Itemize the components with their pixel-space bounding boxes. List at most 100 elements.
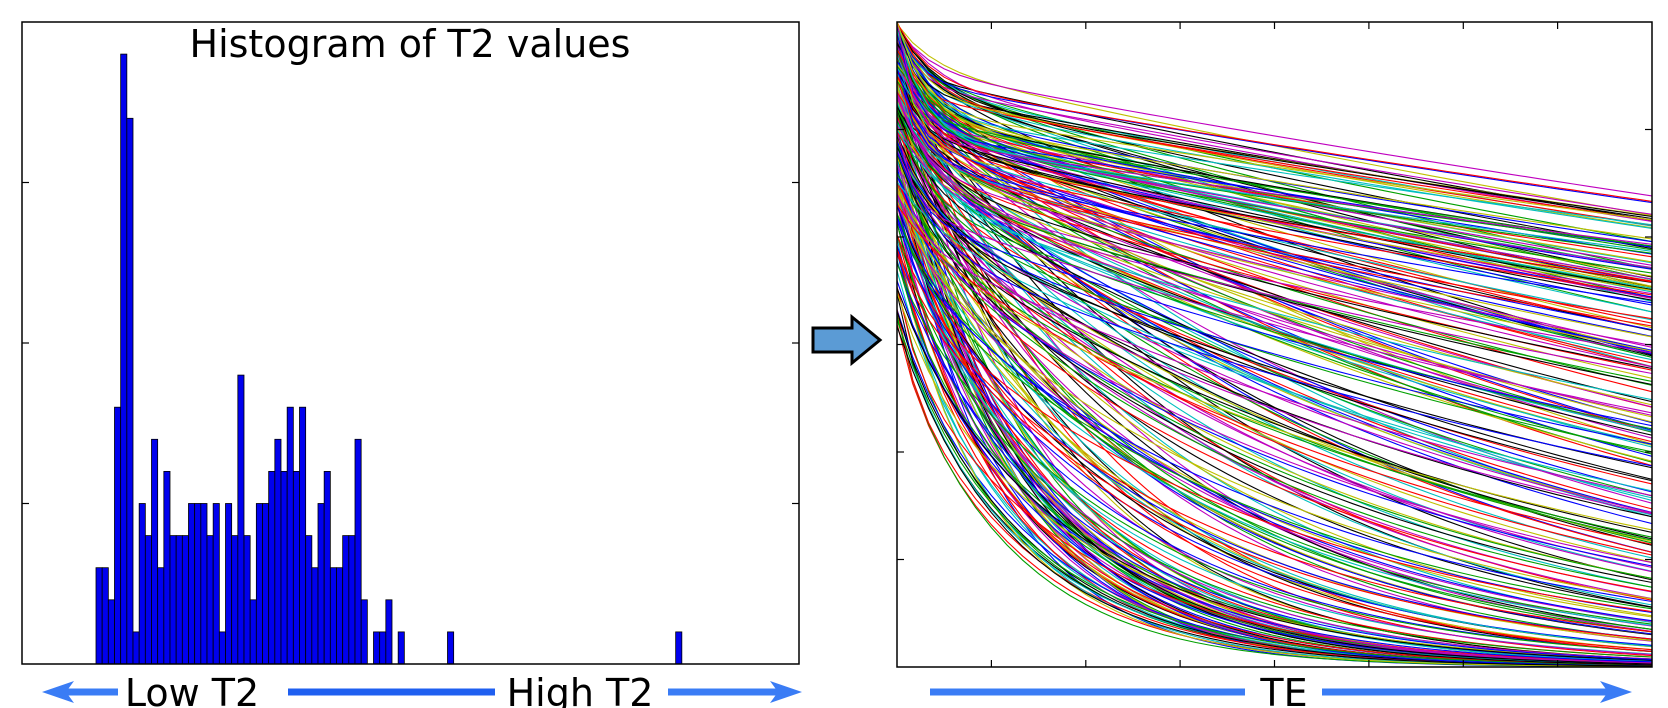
histogram-bar [231,535,239,665]
decay-curve [897,196,1652,660]
histogram-bar [218,631,226,665]
histogram-bar [181,535,189,665]
decay-curve [897,92,1652,666]
histogram-bar [286,406,294,665]
decay-curve [897,23,1652,218]
histogram-bar [274,438,282,665]
histogram-bar [132,631,140,665]
decay-curve [897,247,1652,667]
decay-curve [897,134,1652,533]
decay-curve [897,62,1652,497]
histogram-bar [138,503,146,665]
histogram-bar [323,470,331,665]
decay-curve [897,292,1652,661]
decay-curve [897,106,1652,370]
histogram-bar [120,53,128,665]
decay-curve [897,82,1652,563]
histogram-bar [95,567,103,665]
histogram-bar [299,406,307,665]
decay-curve [897,234,1652,613]
decay-curve [897,172,1652,538]
histogram-bar [101,567,109,665]
decay-curve [897,253,1652,640]
histogram-bar [225,503,233,665]
decay-curve [897,94,1652,354]
decay-curve [897,180,1652,647]
decay-curve [897,101,1652,379]
histogram-bar [262,503,270,665]
decay-curve [897,261,1652,660]
histogram-bar [373,631,381,665]
t2-arrow-head-right-icon [770,681,802,703]
te-label: TE [1259,671,1307,708]
decay-curve [897,180,1652,592]
decay-curve [897,132,1652,414]
decay-curve [897,68,1652,633]
histogram-bar [107,599,115,665]
histogram-bar [292,470,300,665]
histogram-bar [305,535,313,665]
histogram-bar [675,631,683,665]
transition-arrow-icon [811,313,883,367]
decay-curve [897,58,1652,338]
histogram-bar [212,503,220,665]
decay-curve [897,213,1652,625]
decay-curve [897,108,1652,480]
decay-curve [897,80,1652,327]
decay-curve [897,200,1652,600]
histogram-bar [243,535,251,665]
histogram-bar [329,567,337,665]
decay-curve [897,186,1652,531]
decay-curve [897,36,1652,215]
decay-curve [897,47,1652,306]
decay-curve [897,204,1652,545]
decay-curve [897,190,1652,618]
decay-curve [897,151,1652,541]
decay-curve [897,74,1652,320]
decay-curve [897,100,1652,406]
histogram-bar [157,567,165,665]
decay-curve [897,101,1652,401]
histogram-bar [354,438,362,665]
decay-curve [897,176,1652,567]
decay-curve [897,70,1652,291]
te-arrow-head-right-icon [1600,681,1632,703]
decay-curve [897,22,1652,245]
histogram-bars [95,53,683,665]
decay-curve [897,26,1652,504]
decay-axis-ticks [897,22,1652,667]
decay-curves-chart [896,21,1653,668]
histogram-bar [144,535,152,665]
histogram-bar [249,599,257,665]
histogram-bar [360,599,368,665]
histogram-bar [385,599,393,665]
decay-curve [897,191,1652,622]
decay-curve [897,112,1652,430]
decay-curve [897,108,1652,382]
histogram-bar [126,117,134,665]
decay-curve [897,151,1652,540]
histogram-frame [21,21,800,665]
decay-curve [897,63,1652,368]
high-t2-label: High T2 [507,671,654,708]
histogram-bar [151,438,159,665]
decay-curve [897,220,1652,646]
histogram-bar [237,374,245,665]
decay-curve [897,29,1652,254]
decay-curve [897,33,1652,667]
histogram-bar [348,535,356,665]
decay-curve [897,151,1652,467]
decay-curve [897,93,1652,347]
histogram-bar [188,503,196,665]
histogram-bar [280,470,288,665]
histogram-bar [397,631,405,665]
histogram-bar [379,631,387,665]
decay-curve [897,163,1652,627]
t2-axis-arrow: Low T2 High T2 [42,671,802,708]
decay-curve [897,66,1652,337]
histogram-title: Histogram of T2 values [190,22,631,66]
decay-curve [897,263,1652,652]
decay-curve [897,29,1652,250]
decay-curve [897,53,1652,296]
decay-curve [897,23,1652,226]
